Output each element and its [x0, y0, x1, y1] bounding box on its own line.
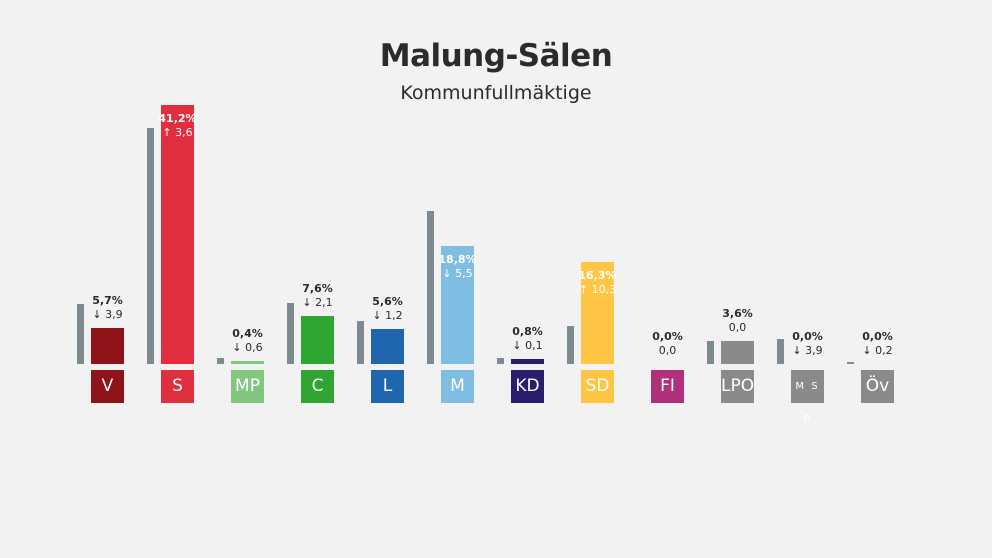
page-title: Malung-Sälen — [379, 38, 613, 74]
party-box-öv: Öv — [861, 370, 894, 403]
percent-label-fi: 0,0% — [652, 330, 683, 343]
party-box-l: L — [371, 370, 404, 403]
previous-bar-lpo — [707, 341, 714, 364]
previous-bar-c — [287, 303, 294, 364]
change-label-sd: ↑ 10,3 — [578, 282, 617, 296]
percent-label-m: 18,8% — [438, 252, 477, 266]
bar-mp — [231, 361, 264, 364]
change-label-c: ↓ 2,1 — [302, 296, 333, 310]
party-box-kd: KD — [511, 370, 544, 403]
bar-c — [301, 316, 334, 364]
previous-bar-m — [427, 211, 434, 364]
percent-label-lpo: 3,6% — [722, 307, 753, 321]
party-box-mp: MP — [231, 370, 264, 403]
change-label-fi: 0,0 — [658, 344, 677, 357]
percent-label-öv: 0,0% — [862, 330, 893, 343]
party-box-fi: FI — [651, 370, 684, 403]
bar-v — [91, 328, 124, 364]
percent-label-v: 5,7% — [92, 294, 123, 308]
previous-bar-v — [77, 303, 84, 364]
previous-bar-öv — [847, 362, 854, 364]
bar-lpo — [721, 341, 754, 364]
bar-sd — [581, 261, 614, 364]
party-box-c: C — [301, 370, 334, 403]
percent-label-sd: 16,3% — [578, 268, 617, 282]
previous-bar-l — [357, 321, 364, 364]
change-label-kd: ↓ 0,1 — [512, 338, 543, 352]
percent-label-s: 41,2% — [158, 112, 197, 125]
change-label-v: ↓ 3,9 — [92, 308, 123, 322]
party-box-s: S — [161, 370, 194, 403]
bar-m — [441, 245, 474, 364]
previous-bar-s — [147, 127, 154, 364]
change-label-mp: ↓ 0,6 — [232, 341, 263, 355]
percent-label-msp: 0,0% — [792, 330, 823, 343]
previous-bar-msp — [777, 339, 784, 364]
change-label-öv: ↓ 0,2 — [862, 344, 893, 357]
previous-bar-kd — [497, 358, 504, 364]
party-box-msp: M S P — [791, 370, 824, 425]
party-box-m: M — [441, 370, 474, 403]
change-label-l: ↓ 1,2 — [372, 308, 403, 322]
change-label-lpo: 0,0 — [728, 321, 747, 335]
change-label-msp: ↓ 3,9 — [792, 344, 823, 357]
party-box-v: V — [91, 370, 124, 403]
bar-kd — [511, 358, 544, 364]
bar-s — [161, 105, 194, 364]
party-box-lpo: LPO — [721, 370, 754, 403]
percent-label-c: 7,6% — [302, 282, 333, 296]
change-label-m: ↓ 5,5 — [442, 266, 473, 280]
percent-label-mp: 0,4% — [232, 327, 263, 341]
page-subtitle: Kommunfullmäktige — [400, 82, 592, 104]
previous-bar-mp — [217, 357, 224, 364]
bar-l — [371, 328, 404, 364]
party-box-sd: SD — [581, 370, 614, 403]
change-label-s: ↑ 3,6 — [162, 126, 193, 139]
percent-label-kd: 0,8% — [512, 324, 543, 338]
previous-bar-sd — [567, 326, 574, 364]
percent-label-l: 5,6% — [372, 294, 403, 308]
